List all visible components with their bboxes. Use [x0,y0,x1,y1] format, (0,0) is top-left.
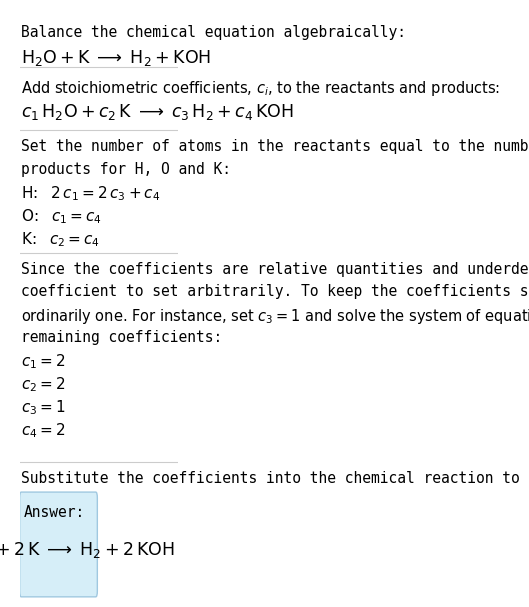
Text: Balance the chemical equation algebraically:: Balance the chemical equation algebraica… [21,25,406,40]
Text: $c_2 = 2$: $c_2 = 2$ [21,375,66,394]
Text: ordinarily one. For instance, set $c_3 = 1$ and solve the system of equations fo: ordinarily one. For instance, set $c_3 =… [21,307,529,326]
Text: $\mathregular{H_2O + K \;\longrightarrow\; H_2 + KOH}$: $\mathregular{H_2O + K \;\longrightarrow… [21,48,212,68]
Text: Answer:: Answer: [24,505,85,520]
Text: $c_4 = 2$: $c_4 = 2$ [21,421,66,439]
Text: $c_3 = 1$: $c_3 = 1$ [21,398,66,417]
Text: Substitute the coefficients into the chemical reaction to obtain the balanced: Substitute the coefficients into the che… [21,471,529,486]
Text: H: $\;\; 2\,c_1 = 2\,c_3 + c_4$: H: $\;\; 2\,c_1 = 2\,c_3 + c_4$ [21,185,160,203]
Text: coefficient to set arbitrarily. To keep the coefficients small, the arbitrary va: coefficient to set arbitrarily. To keep … [21,284,529,299]
Text: Set the number of atoms in the reactants equal to the number of atoms in the: Set the number of atoms in the reactants… [21,139,529,154]
Text: products for H, O and K:: products for H, O and K: [21,161,231,177]
Text: $2\, \mathregular{H_2O} + 2\, \mathregular{K} \;\longrightarrow\; \mathregular{H: $2\, \mathregular{H_2O} + 2\, \mathregul… [0,540,175,560]
FancyBboxPatch shape [20,492,97,597]
Text: Add stoichiometric coefficients, $c_i$, to the reactants and products:: Add stoichiometric coefficients, $c_i$, … [21,79,500,98]
Text: K: $\;\; c_2 = c_4$: K: $\;\; c_2 = c_4$ [21,230,101,248]
Text: $c_1 = 2$: $c_1 = 2$ [21,353,66,371]
Text: Since the coefficients are relative quantities and underdetermined, choose a: Since the coefficients are relative quan… [21,262,529,277]
Text: $c_1\, \mathregular{H_2O} + c_2\, \mathregular{K} \;\longrightarrow\; c_3\, \mat: $c_1\, \mathregular{H_2O} + c_2\, \mathr… [21,102,294,122]
Text: remaining coefficients:: remaining coefficients: [21,330,223,345]
Text: equation:: equation: [21,494,100,509]
Text: O: $\;\; c_1 = c_4$: O: $\;\; c_1 = c_4$ [21,207,102,226]
